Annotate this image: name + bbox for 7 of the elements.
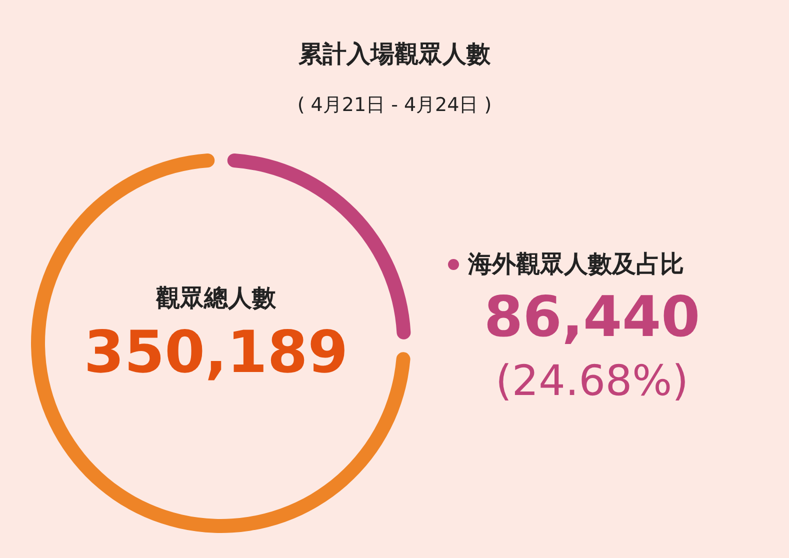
text: (24.68%) <box>494 356 690 405</box>
chart-title: 累計入場觀眾人數 <box>298 39 492 70</box>
text: 觀眾總人數 <box>154 283 277 314</box>
legend-label: 海外觀眾人數及占比 <box>468 249 684 280</box>
text: 86,440 <box>482 285 702 350</box>
text: 350,189 <box>82 318 350 386</box>
chart-subtitle: ( 4月21日 - 4月24日 ) <box>296 93 493 118</box>
